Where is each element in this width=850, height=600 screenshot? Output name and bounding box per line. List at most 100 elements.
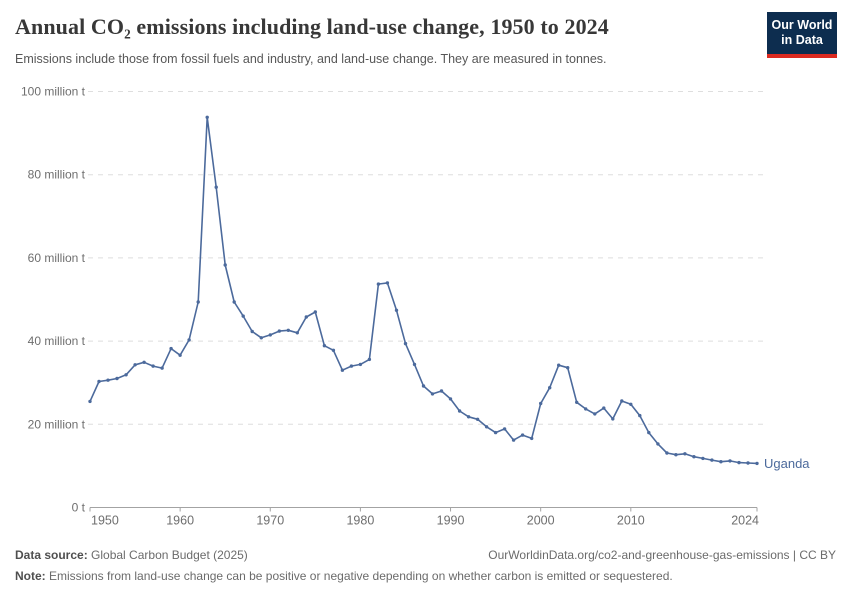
data-point [683, 452, 687, 456]
data-point [539, 401, 543, 406]
y-axis-label: 20 million t [28, 417, 86, 431]
data-source-value: Global Carbon Budget (2025) [87, 548, 248, 562]
data-point [448, 397, 453, 401]
data-point [575, 400, 579, 404]
x-axis-label: 1950 [91, 514, 119, 528]
data-point [304, 315, 308, 319]
data-point [611, 417, 615, 421]
data-point [502, 427, 507, 431]
chart-subtitle: Emissions include those from fossil fuel… [15, 52, 607, 66]
data-point [665, 451, 669, 455]
data-point [268, 333, 272, 337]
y-axis-label: 40 million t [28, 334, 86, 348]
data-point [629, 402, 633, 406]
data-point [196, 300, 200, 304]
data-point [376, 282, 381, 286]
data-point [421, 384, 426, 388]
data-point [97, 379, 101, 384]
data-point [241, 314, 245, 318]
data-point [403, 341, 408, 346]
data-point [566, 366, 570, 370]
data-point [439, 389, 444, 393]
data-point [169, 346, 173, 351]
note-label: Note: [15, 569, 46, 583]
data-point [142, 360, 146, 364]
note-text: Emissions from land-use change can be po… [45, 569, 673, 583]
data-point [187, 338, 191, 342]
data-point [466, 415, 471, 419]
data-point [728, 459, 732, 463]
data-point [719, 460, 723, 464]
data-point [223, 263, 227, 267]
data-point [340, 368, 345, 372]
x-axis-label: 1970 [256, 514, 284, 528]
data-point [710, 458, 714, 462]
x-axis-label: 2024 [731, 514, 759, 528]
data-point [106, 378, 110, 382]
data-point [674, 453, 678, 457]
data-point [385, 281, 390, 285]
data-point [620, 399, 624, 403]
data-point [548, 386, 552, 390]
data-point [647, 430, 651, 435]
data-point [277, 329, 281, 333]
logo-line-2: in Data [781, 33, 823, 48]
data-point [115, 376, 119, 381]
chart-footer: Data source: Global Carbon Budget (2025)… [15, 548, 836, 562]
data-point [295, 331, 299, 335]
line-chart: 0 t 20 million t 40 million t 60 million t 8… [21, 85, 810, 528]
data-point [367, 357, 372, 362]
data-point [430, 392, 435, 396]
data-point [286, 328, 290, 332]
data-point [475, 417, 480, 421]
data-point [557, 363, 561, 367]
data-point [259, 336, 263, 340]
x-axis-label: 1990 [437, 514, 465, 528]
data-line-uganda [89, 116, 758, 465]
data-point [178, 353, 182, 357]
data-point [151, 364, 155, 368]
data-point [313, 310, 317, 314]
chart-note: Note: Emissions from land-use change can… [15, 569, 836, 583]
data-point [88, 399, 92, 404]
data-point [701, 456, 705, 461]
data-point [349, 364, 354, 368]
data-point [638, 413, 642, 418]
data-point [511, 438, 516, 442]
data-point [358, 362, 363, 367]
data-point [602, 406, 606, 410]
data-point [331, 348, 336, 352]
x-axis-label: 1960 [166, 514, 194, 528]
x-axis-label: 2010 [617, 514, 645, 528]
y-axis-label: 80 million t [28, 168, 86, 182]
data-point [656, 442, 660, 446]
x-axis-label: 1980 [346, 514, 374, 528]
data-point [394, 308, 399, 312]
citation-url: OurWorldinData.org/co2-and-greenhouse-ga… [488, 548, 836, 562]
x-axis-label: 2000 [527, 514, 555, 528]
data-source-label: Data source: [15, 548, 88, 562]
page-title: Annual CO₂ emissions including land-use … [15, 14, 609, 39]
data-point [250, 329, 254, 334]
data-point [232, 300, 236, 304]
y-axis-label: 60 million t [28, 251, 86, 265]
data-point [124, 373, 128, 377]
data-point [593, 412, 597, 416]
data-point [214, 185, 218, 189]
logo-line-1: Our World [771, 18, 833, 32]
data-source: Data source: Global Carbon Budget (2025) [15, 548, 248, 562]
data-point [484, 425, 489, 429]
data-point [205, 115, 209, 119]
data-point [530, 436, 534, 441]
data-point [584, 407, 588, 411]
y-axis-label: 0 t [72, 501, 86, 515]
data-point [160, 366, 164, 370]
owid-logo: Our World in Data [767, 12, 837, 58]
data-point [457, 409, 462, 413]
data-point [755, 461, 759, 466]
data-point [520, 433, 525, 437]
series-end-label: Uganda [764, 456, 810, 471]
data-point [133, 363, 137, 367]
data-point [692, 455, 696, 459]
